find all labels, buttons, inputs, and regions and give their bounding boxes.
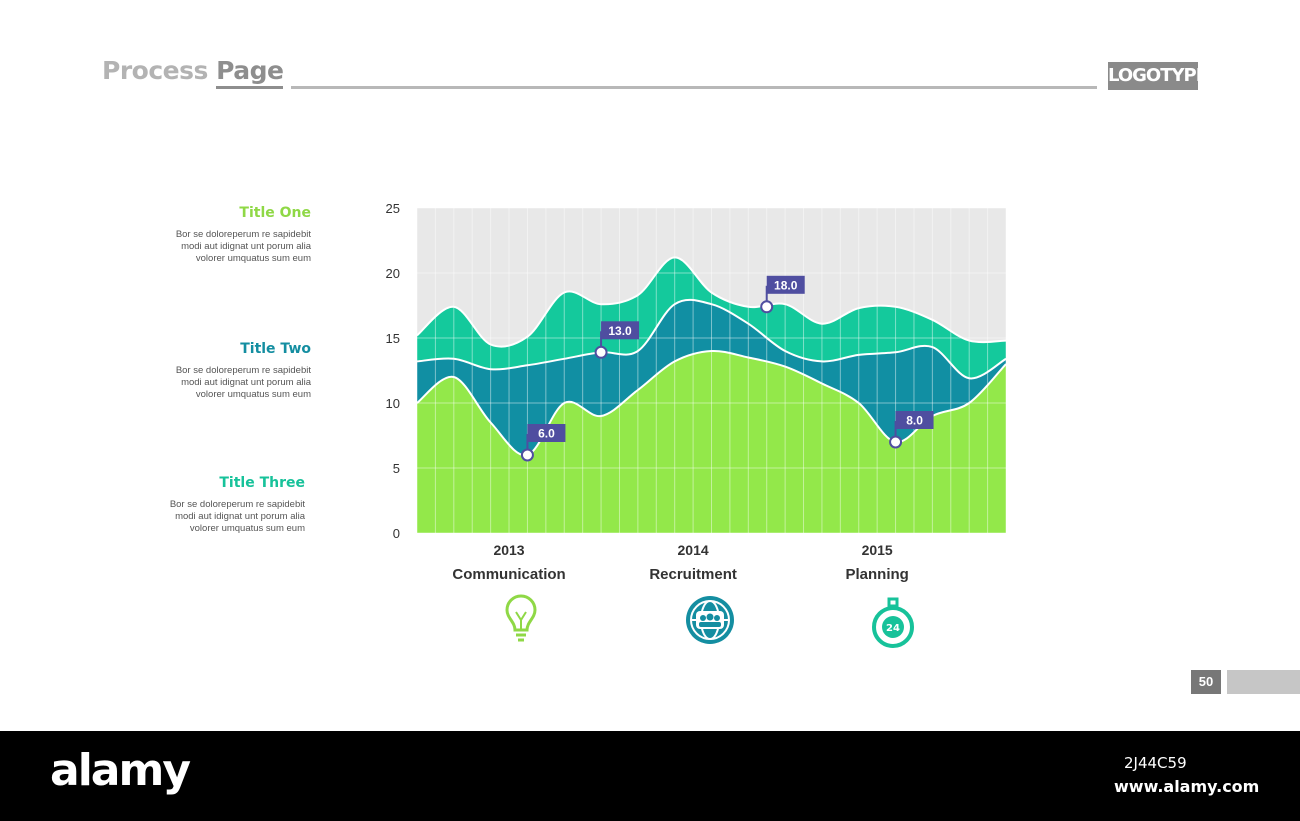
data-callout-label: 6.0 [538, 427, 555, 441]
sidebar-item-body-line: Bor se doloreperum re sapidebit [169, 499, 305, 510]
series-area-bottom-outline [417, 349, 1006, 457]
x-tick-label: 2013 [493, 542, 524, 558]
sidebar-item-title-one: Title One Bor se doloreperum re sapidebi… [150, 205, 311, 265]
sidebar-item-title-three: Title Three Bor se doloreperum re sapide… [144, 475, 305, 535]
y-tick-label: 15 [386, 331, 400, 346]
sidebar-item-body-line: modi aut idignat unt porum alia [181, 241, 311, 252]
globe-team-icon [686, 596, 734, 644]
header-rule [291, 86, 1097, 89]
category-label: Recruitment [649, 566, 737, 583]
logotype: LOGOTYPE [1108, 62, 1208, 90]
footer-image-id: 2J44C59 [1124, 754, 1187, 772]
sidebar-item-body: Bor se doloreperum re sapidebit modi aut… [150, 365, 311, 401]
sidebar-item-title: Title Two [240, 341, 311, 357]
data-callout-label: 8.0 [906, 414, 923, 428]
sidebar-item-body-line: volorer umquatus sum eum [189, 523, 305, 534]
page-number: 50 [1191, 670, 1221, 694]
lightbulb-icon [505, 594, 537, 642]
footer-url: www.alamy.com [1114, 777, 1260, 796]
page-title-word-2: Page [216, 56, 284, 89]
svg-text:24: 24 [886, 623, 900, 634]
sidebar-item-body: Bor se doloreperum re sapidebit modi aut… [144, 499, 305, 535]
data-callout: 13.0 [594, 321, 640, 359]
page-title: Process Page [102, 56, 284, 89]
page-number-bar [1227, 670, 1300, 694]
sidebar-item-body-line: modi aut idignat unt porum alia [181, 377, 311, 388]
data-callout: 18.0 [760, 275, 805, 314]
sidebar-item-title-two: Title Two Bor se doloreperum re sapidebi… [150, 341, 311, 401]
footer-bar [0, 731, 1300, 821]
series-area-top-outline [417, 256, 1006, 348]
y-tick-label: 10 [386, 396, 400, 411]
data-callout-label: 18.0 [774, 278, 798, 292]
area-chart: 0 5 10 15 20 25 2013 Communication 2014 Recruitm… [386, 201, 1006, 648]
sidebar-item-body-line: modi aut idignat unt porum alia [175, 511, 305, 522]
sidebar-item-title: Title One [239, 205, 311, 221]
sidebar-item-body-line: volorer umquatus sum eum [195, 389, 311, 400]
x-tick-label: 2014 [678, 542, 709, 558]
sidebar-item-title: Title Three [219, 475, 305, 491]
data-callout: 8.0 [889, 411, 934, 449]
y-tick-label: 25 [386, 201, 400, 216]
stopwatch-24-icon: 24 [872, 597, 914, 648]
page-title-word-1: Process [102, 56, 208, 85]
sidebar-item-body: Bor se doloreperum re sapidebit modi aut… [150, 229, 311, 265]
data-callout-label: 13.0 [608, 324, 632, 338]
series-area-bottom [417, 350, 1006, 533]
y-tick-label: 20 [386, 266, 400, 281]
y-tick-label: 0 [393, 526, 400, 541]
sidebar-item-body-line: Bor se doloreperum re sapidebit [175, 365, 311, 376]
sidebar-item-body-line: volorer umquatus sum eum [195, 253, 311, 264]
sidebar-item-body-line: Bor se doloreperum re sapidebit [175, 229, 311, 240]
x-tick-label: 2015 [862, 542, 893, 558]
data-callout: 6.0 [520, 424, 566, 462]
y-tick-label: 5 [393, 461, 400, 476]
category-label: Planning [845, 566, 908, 583]
series-area-middle-outline [417, 298, 1006, 380]
category-label: Communication [452, 566, 565, 583]
footer-logo: alamy [50, 745, 191, 796]
